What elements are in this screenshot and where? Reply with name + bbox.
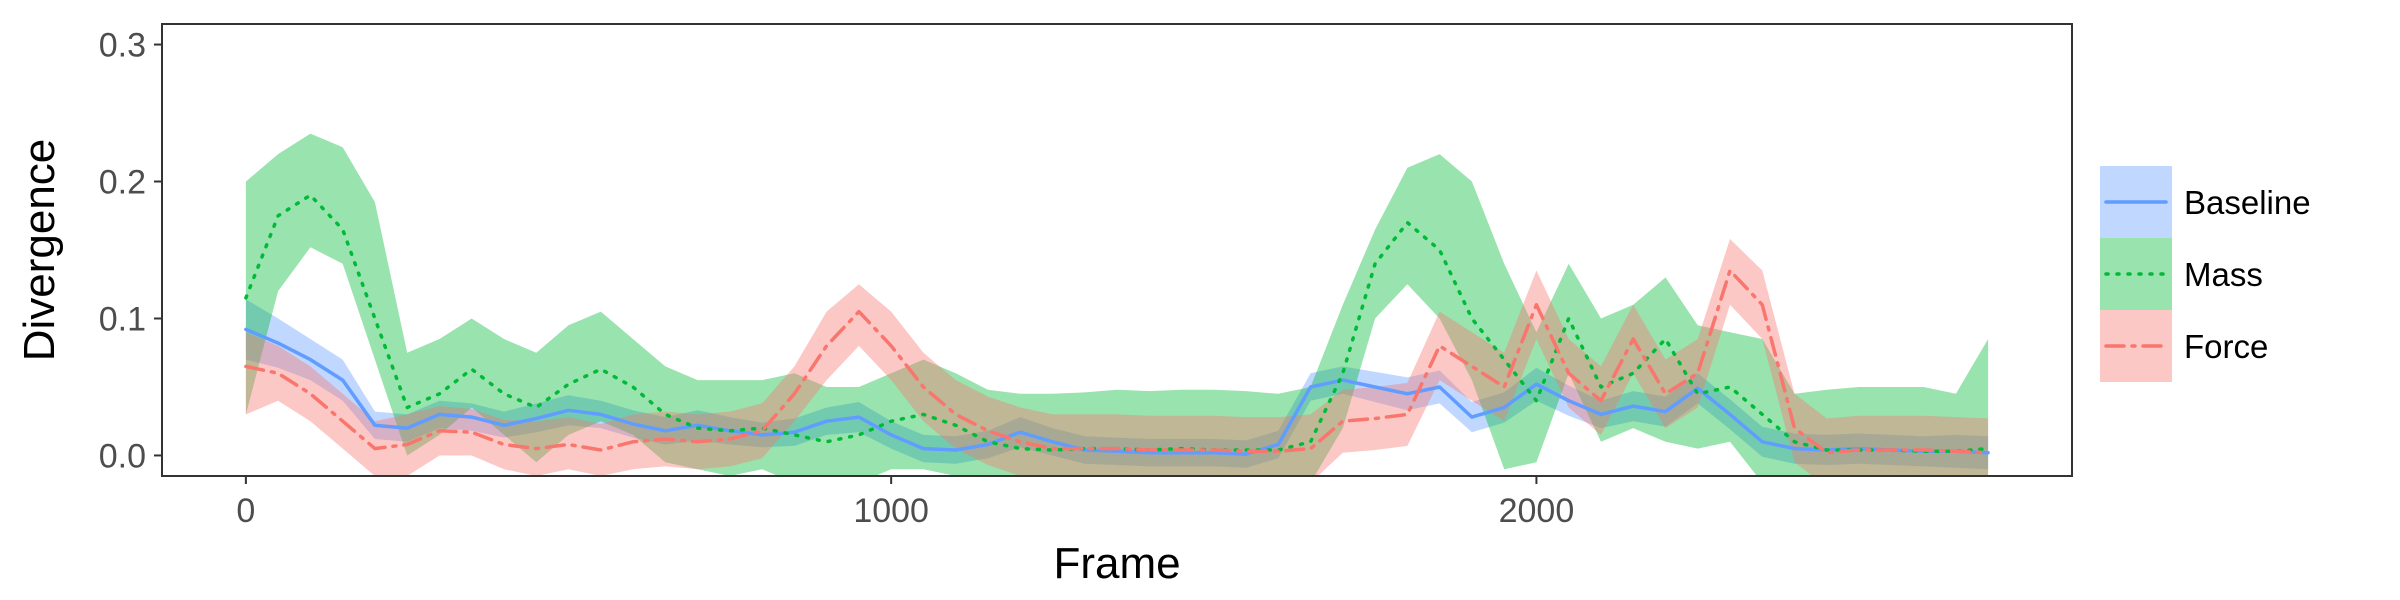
legend: Baseline Mass Force: [2100, 166, 2311, 382]
x-tick-label: 2000: [1499, 492, 1575, 530]
x-tick-label: 0: [236, 492, 255, 530]
x-axis: 0 1000 2000: [236, 476, 1574, 530]
plot-panel: [162, 24, 2072, 476]
legend-label-force: Force: [2184, 328, 2268, 365]
legend-item-baseline: Baseline: [2100, 166, 2311, 238]
ribbon-force: [245, 239, 1989, 476]
y-tick-label: 0.2: [99, 164, 146, 202]
x-tick-label: 1000: [853, 492, 929, 530]
line-force: [244, 268, 1990, 455]
legend-item-mass: Mass: [2100, 238, 2263, 310]
series-lines: [244, 193, 1990, 456]
x-axis-title: Frame: [1053, 539, 1180, 588]
line-baseline: [244, 327, 1990, 456]
y-axis-title: Divergence: [15, 139, 64, 362]
legend-item-force: Force: [2100, 310, 2268, 382]
legend-label-baseline: Baseline: [2184, 184, 2311, 221]
ribbon-mass: [245, 133, 1989, 476]
y-tick-label: 0.3: [99, 27, 146, 65]
legend-label-mass: Mass: [2184, 256, 2263, 293]
y-tick-label: 0.0: [99, 437, 146, 475]
plot-border: [161, 23, 2073, 477]
y-axis: 0.0 0.1 0.2 0.3: [99, 27, 162, 475]
y-tick-label: 0.1: [99, 300, 146, 338]
